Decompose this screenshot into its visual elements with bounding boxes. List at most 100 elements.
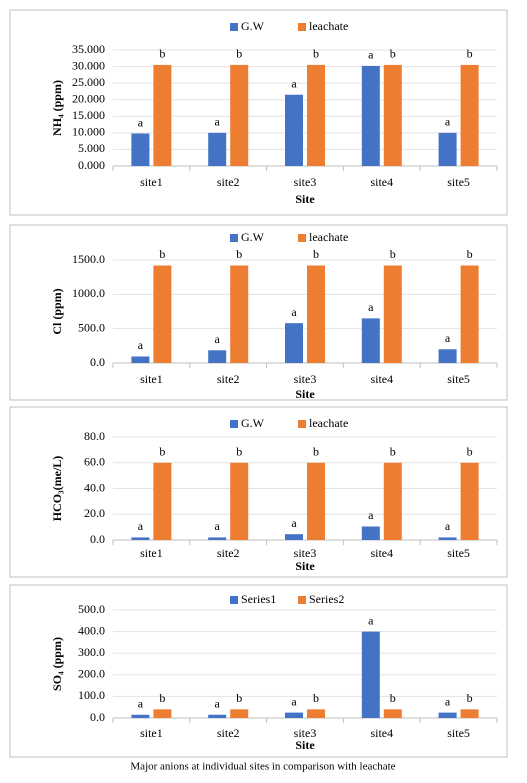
x-tick-label: site5: [447, 726, 470, 740]
bar-letter: b: [313, 691, 319, 705]
x-tick-label: site2: [217, 175, 240, 189]
bar-letter: a: [445, 115, 451, 129]
bar: [208, 714, 227, 718]
bar: [460, 462, 479, 540]
y-tick-label: 10.000: [72, 125, 105, 139]
y-tick-label: 400.0: [78, 623, 105, 637]
bar-letter: b: [236, 47, 242, 61]
bar: [285, 323, 303, 363]
bar-letter: a: [368, 613, 374, 627]
y-tick-label: 100.0: [78, 688, 105, 702]
bar-letter: b: [236, 445, 242, 459]
bar: [361, 318, 380, 363]
bar: [285, 94, 303, 166]
x-tick-label: site1: [140, 546, 163, 560]
legend-swatch: [230, 234, 238, 242]
bar-letter: a: [138, 697, 144, 711]
bar: [438, 132, 457, 166]
y-axis-title: SO₄ (ppm): [50, 637, 64, 691]
bar-letter: a: [368, 300, 374, 314]
y-tick-label: 25.000: [72, 75, 105, 89]
y-tick-label: 500.0: [78, 602, 105, 616]
bar-letter: a: [445, 519, 451, 533]
bar: [307, 64, 325, 166]
legend-label: Series1: [241, 592, 276, 606]
x-tick-label: site1: [140, 372, 163, 386]
x-tick-label: site5: [447, 175, 470, 189]
bar: [153, 709, 172, 718]
bar-letter: a: [368, 48, 374, 62]
y-tick-label: 1000.0: [72, 286, 105, 300]
bar: [460, 64, 479, 166]
legend-label: G.W: [241, 19, 265, 33]
x-tick-label: site4: [370, 175, 393, 189]
bar: [438, 349, 457, 363]
bar: [131, 537, 150, 540]
y-tick-label: 20.000: [72, 91, 105, 105]
x-tick-label: site2: [217, 726, 240, 740]
bar-letter: b: [159, 691, 165, 705]
bar: [307, 709, 325, 718]
x-axis-title: Site: [295, 192, 315, 206]
bar: [230, 709, 249, 718]
bar-letter: b: [467, 691, 473, 705]
bar-letter: a: [291, 516, 297, 530]
legend-swatch: [230, 23, 238, 31]
bar: [131, 133, 150, 166]
y-tick-label: 5.000: [78, 141, 105, 155]
bar-letter: b: [390, 691, 396, 705]
bar: [307, 265, 325, 363]
x-tick-label: site5: [447, 372, 470, 386]
bar: [208, 132, 227, 166]
x-tick-label: site1: [140, 726, 163, 740]
bar: [383, 265, 402, 363]
y-tick-label: 1500.0: [72, 252, 105, 266]
legend-label: Series2: [309, 592, 344, 606]
panel-border: [9, 406, 508, 578]
x-tick-label: site5: [447, 546, 470, 560]
bar: [153, 64, 172, 166]
y-tick-label: 300.0: [78, 645, 105, 659]
bar: [307, 462, 325, 540]
legend-swatch: [298, 596, 306, 604]
bar-letter: a: [138, 115, 144, 129]
panel-border: [9, 9, 508, 216]
y-tick-label: 20.0: [84, 506, 105, 520]
x-tick-label: site3: [294, 726, 317, 740]
bar: [208, 350, 227, 363]
bar: [131, 356, 150, 363]
bar: [285, 534, 303, 540]
legend-label: G.W: [241, 416, 265, 430]
y-tick-label: 30.000: [72, 58, 105, 72]
bar: [460, 265, 479, 363]
bar: [208, 537, 227, 540]
y-tick-label: 60.0: [84, 455, 105, 469]
bar: [230, 265, 249, 363]
x-axis-title: Site: [295, 559, 315, 573]
bar: [361, 631, 380, 718]
bar-letter: b: [390, 47, 396, 61]
legend-swatch: [298, 23, 306, 31]
bar: [131, 714, 150, 718]
x-tick-label: site3: [294, 372, 317, 386]
bar-letter: b: [313, 445, 319, 459]
bar-letter: b: [159, 247, 165, 261]
bar: [383, 462, 402, 540]
bar-letter: a: [445, 331, 451, 345]
bar-letter: b: [390, 247, 396, 261]
bar-letter: b: [467, 47, 473, 61]
bar-letter: b: [467, 247, 473, 261]
bar-letter: a: [291, 76, 297, 90]
bar: [361, 65, 380, 166]
bar-letter: a: [138, 519, 144, 533]
legend-label: G.W: [241, 230, 265, 244]
bar-letter: a: [215, 115, 221, 129]
bar: [153, 462, 172, 540]
x-tick-label: site4: [370, 726, 393, 740]
bar: [361, 526, 380, 540]
legend-swatch: [230, 596, 238, 604]
bar-letter: a: [291, 305, 297, 319]
bar-letter: a: [215, 697, 221, 711]
bar-letter: a: [368, 508, 374, 522]
